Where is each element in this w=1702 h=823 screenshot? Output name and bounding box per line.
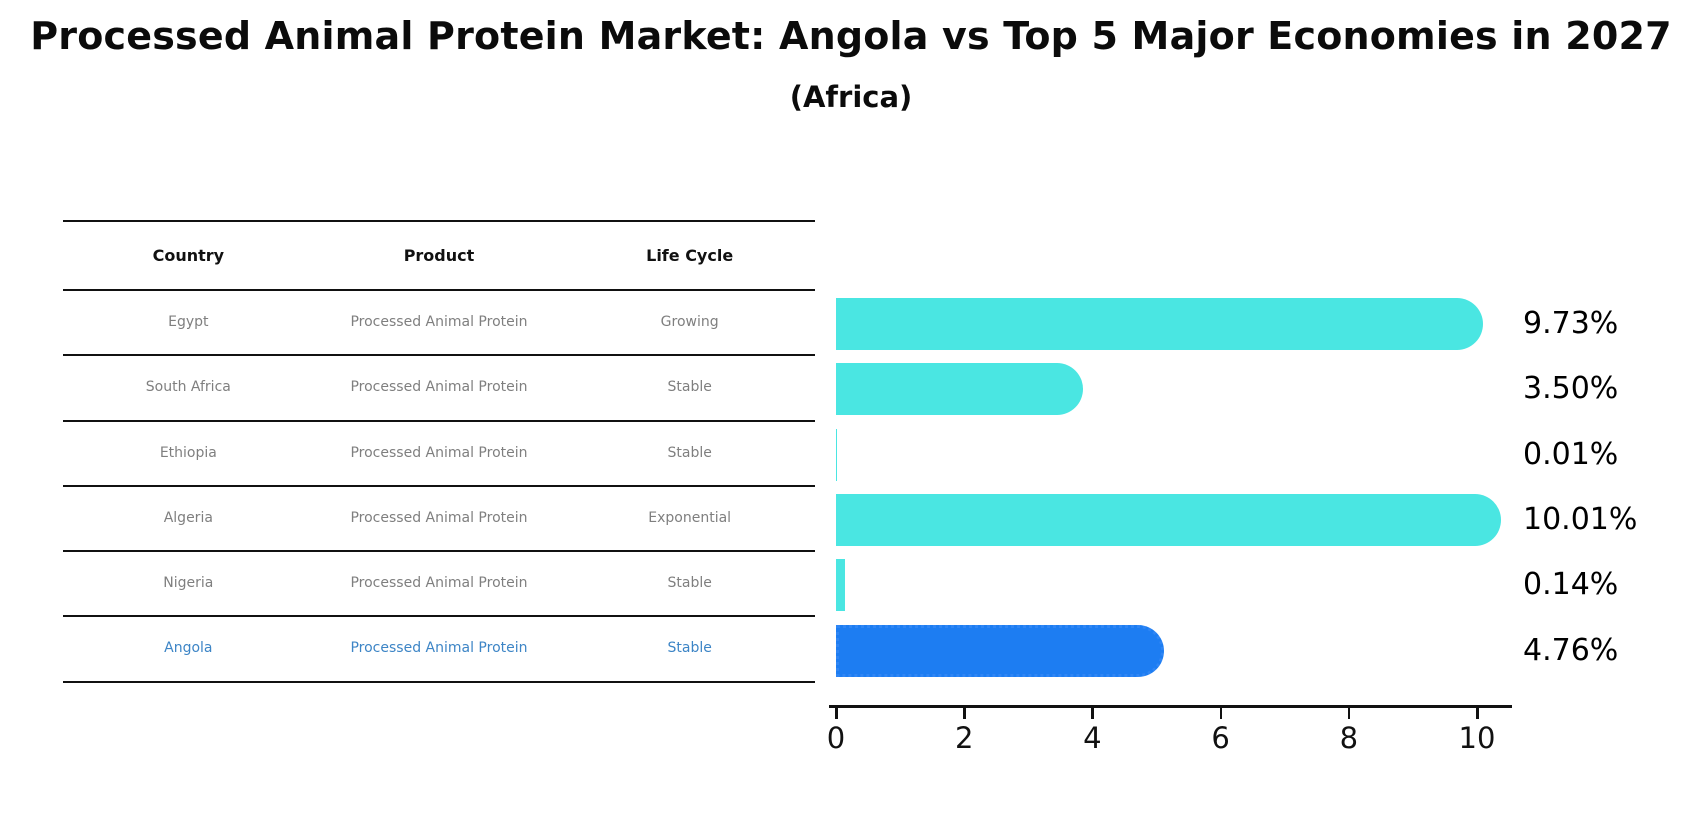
x-tick-mark <box>1091 707 1094 719</box>
x-tick-mark <box>1476 707 1479 719</box>
chart-title: Processed Animal Protein Market: Angola … <box>30 14 1672 58</box>
x-tick-label: 0 <box>826 721 846 755</box>
column-header-country: Country <box>152 246 225 265</box>
product-cell: Processed Animal Protein <box>350 379 528 396</box>
country-cell: Egypt <box>168 314 209 330</box>
table-row: Ethiopia Processed Animal Protein Stable <box>63 422 815 487</box>
bar-row: 0.01% <box>836 428 1618 481</box>
life-cycle-cell: Stable <box>667 379 712 396</box>
product-cell: Processed Animal Protein <box>350 314 528 330</box>
product-cell: Processed Animal Protein <box>350 444 528 461</box>
x-tick-label: 2 <box>954 721 974 755</box>
bar-row: 3.50% <box>836 363 1618 416</box>
bar-algeria <box>836 493 1501 546</box>
bar-row: 10.01% <box>836 493 1637 546</box>
x-tick-mark <box>835 707 838 719</box>
life-cycle-cell: Stable <box>667 444 712 461</box>
table-row: South Africa Processed Animal Protein St… <box>63 356 815 422</box>
column-header-life-cycle: Life Cycle <box>646 246 734 265</box>
bar-plot: 9.73% 3.50% 0.01% 10.01% 0.14% 4.76% 0 2 4… <box>827 298 1637 778</box>
table-header-row: Country Product Life Cycle <box>63 222 815 291</box>
x-tick-label: 8 <box>1339 721 1359 755</box>
bar-row: 0.14% <box>836 559 1618 612</box>
table-row-highlight-angola: Angola Processed Animal Protein Stable <box>63 617 815 683</box>
country-cell: Ethiopia <box>159 444 217 461</box>
x-tick-mark <box>1347 707 1351 719</box>
x-tick-label: 4 <box>1083 721 1102 755</box>
value-label: 10.01% <box>1523 501 1638 537</box>
value-label: 4.76% <box>1523 632 1619 668</box>
x-tick-mark <box>1219 707 1223 719</box>
x-tick-label: 6 <box>1211 721 1230 755</box>
value-label: 0.01% <box>1523 436 1619 472</box>
bar-egypt <box>836 298 1483 350</box>
bar-row: 4.76% <box>836 624 1618 677</box>
value-label: 9.73% <box>1523 306 1619 341</box>
table-row: Nigeria Processed Animal Protein Stable <box>63 552 815 618</box>
bar-angola-highlight <box>836 624 1165 677</box>
life-cycle-cell: Stable <box>667 640 712 657</box>
bar-nigeria <box>836 559 845 612</box>
bar-row: 9.73% <box>836 298 1618 350</box>
country-cell: South Africa <box>145 379 231 396</box>
product-cell: Processed Animal Protein <box>350 509 528 526</box>
chart-subtitle: (Africa) <box>789 80 913 114</box>
column-header-product: Product <box>403 246 475 265</box>
table-row: Algeria Processed Animal Protein Exponen… <box>63 487 815 553</box>
table-row: Egypt Processed Animal Protein Growing <box>63 291 815 357</box>
country-table: Country Product Life Cycle Egypt Process… <box>63 220 815 683</box>
product-cell: Processed Animal Protein <box>350 640 528 657</box>
x-axis-line <box>829 705 1512 708</box>
x-tick-label: 10 <box>1458 721 1496 755</box>
bar-ethiopia <box>836 428 837 481</box>
life-cycle-cell: Exponential <box>648 509 732 526</box>
bar-south-africa <box>836 363 1084 416</box>
country-cell: Nigeria <box>163 575 214 592</box>
life-cycle-cell: Stable <box>667 575 712 592</box>
country-cell: Algeria <box>163 509 213 526</box>
value-label: 3.50% <box>1523 371 1619 407</box>
country-cell: Angola <box>164 640 213 657</box>
x-tick-mark <box>963 707 966 719</box>
value-label: 0.14% <box>1523 567 1619 603</box>
life-cycle-cell: Growing <box>660 314 719 330</box>
product-cell: Processed Animal Protein <box>350 575 528 592</box>
